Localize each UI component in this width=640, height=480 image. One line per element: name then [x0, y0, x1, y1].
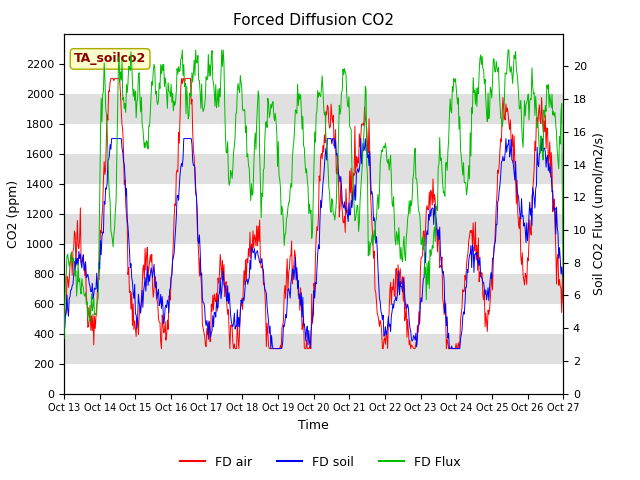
- Bar: [64, 154, 563, 183]
- Bar: [64, 274, 563, 303]
- Legend: FD air, FD soil, FD Flux: FD air, FD soil, FD Flux: [175, 451, 465, 474]
- Y-axis label: CO2 (ppm): CO2 (ppm): [8, 180, 20, 248]
- Title: Forced Diffusion CO2: Forced Diffusion CO2: [233, 13, 394, 28]
- Y-axis label: Soil CO2 Flux (umol/m2/s): Soil CO2 Flux (umol/m2/s): [593, 132, 605, 295]
- Bar: [64, 94, 563, 123]
- Bar: [64, 334, 563, 364]
- Text: TA_soilco2: TA_soilco2: [74, 52, 146, 65]
- Bar: [64, 214, 563, 243]
- X-axis label: Time: Time: [298, 419, 329, 432]
